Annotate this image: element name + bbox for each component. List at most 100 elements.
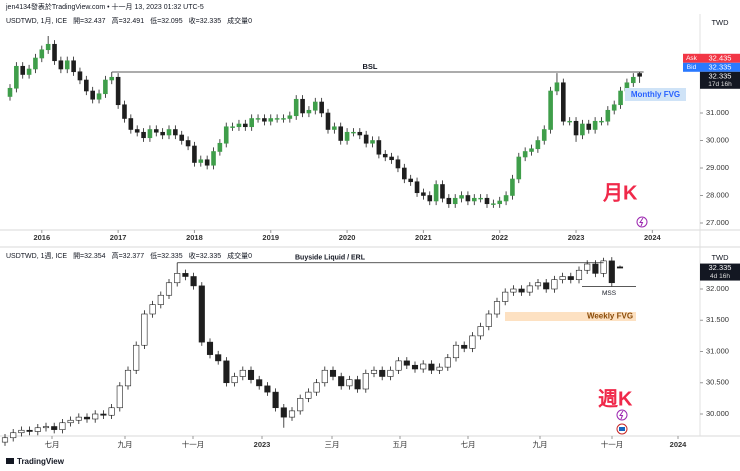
candle-body bbox=[52, 43, 57, 62]
legend-field-value: 32.437 bbox=[84, 18, 106, 25]
candle-body bbox=[561, 82, 566, 122]
candle-body bbox=[459, 195, 464, 199]
price-tag bbox=[700, 263, 740, 281]
candle-body bbox=[452, 197, 458, 205]
candle-body bbox=[637, 73, 642, 77]
candle-body bbox=[338, 126, 344, 141]
x-tick-label: 2020 bbox=[339, 233, 356, 242]
candle-body bbox=[332, 126, 337, 130]
candle-body bbox=[243, 123, 248, 128]
candle-body bbox=[18, 429, 25, 434]
currency-label: TWD bbox=[711, 18, 729, 27]
candle-body bbox=[420, 363, 427, 370]
candle-body bbox=[247, 369, 255, 380]
fvg-label: Monthly FVG bbox=[631, 90, 680, 99]
candle-body bbox=[543, 282, 550, 290]
candle-body bbox=[319, 101, 324, 114]
candle-body bbox=[109, 76, 115, 81]
candle-body bbox=[329, 369, 337, 377]
candle-body bbox=[376, 140, 382, 155]
legend-field-value: 32.335 bbox=[200, 253, 222, 260]
candle-body bbox=[59, 422, 66, 430]
candle-body bbox=[268, 118, 274, 122]
candle-body bbox=[64, 60, 70, 70]
candle-body bbox=[198, 159, 204, 163]
candle-body bbox=[465, 195, 471, 202]
candle-body bbox=[395, 360, 402, 371]
x-tick-label: 2021 bbox=[415, 233, 432, 242]
candle-body bbox=[153, 129, 159, 133]
legend-field-label: 收= bbox=[189, 251, 200, 260]
candle-body bbox=[231, 376, 238, 384]
candle-body bbox=[618, 90, 623, 106]
price-tag-value: 32.335 bbox=[709, 263, 732, 272]
x-tick-label: 三月 bbox=[325, 440, 340, 449]
candle-body bbox=[230, 126, 235, 128]
y-tick-label: 31.500 bbox=[706, 315, 729, 324]
candle-body bbox=[485, 313, 492, 327]
candle-body bbox=[446, 197, 452, 205]
candle-body bbox=[600, 260, 607, 274]
candle-body bbox=[215, 354, 222, 362]
x-tick-label: 2022 bbox=[491, 233, 508, 242]
candle-body bbox=[491, 203, 496, 205]
candle-body bbox=[306, 109, 312, 114]
price-tag bbox=[700, 71, 740, 89]
x-tick-label: 九月 bbox=[118, 440, 133, 449]
candle-body bbox=[173, 129, 178, 136]
legend-field-value: 32.491 bbox=[123, 18, 145, 25]
candle-body bbox=[433, 184, 439, 202]
candle-body bbox=[262, 118, 267, 122]
legend-field-label: 低= bbox=[150, 251, 161, 260]
candle-body bbox=[346, 379, 353, 387]
candle-body bbox=[493, 301, 501, 315]
legend-volume-label: 成交量 bbox=[227, 251, 248, 260]
candle-body bbox=[157, 294, 164, 305]
candle-body bbox=[534, 282, 542, 287]
candle-body bbox=[305, 391, 312, 399]
event-icon-bolt bbox=[619, 410, 624, 420]
header-title: jen4134發表於TradingView.com • 十一月 13, 2023… bbox=[5, 2, 204, 11]
candle-body bbox=[103, 79, 108, 95]
candle-body bbox=[312, 101, 318, 111]
price-tag-value: 32.435 bbox=[709, 53, 732, 62]
candle-body bbox=[516, 156, 522, 180]
candle-body bbox=[14, 65, 19, 89]
candle-body bbox=[288, 410, 296, 418]
candle-body bbox=[122, 104, 127, 119]
candle-body bbox=[96, 93, 102, 100]
brand-name: TradingView bbox=[17, 457, 65, 466]
candle-body bbox=[421, 192, 426, 196]
candle-body bbox=[39, 49, 45, 59]
y-tick-label: 29.000 bbox=[706, 163, 729, 172]
candle-body bbox=[293, 98, 299, 117]
candle-body bbox=[10, 432, 17, 439]
legend-field-label: 開= bbox=[73, 17, 84, 25]
price-tag-label: Ask bbox=[686, 55, 698, 62]
legend-field-label: 開= bbox=[73, 252, 84, 260]
x-tick-label: 2024 bbox=[670, 440, 688, 449]
tf-label: 月K bbox=[602, 182, 638, 204]
x-tick-label: 2019 bbox=[262, 233, 279, 242]
y-tick-label: 31.000 bbox=[706, 346, 729, 355]
x-tick-label: 五月 bbox=[393, 440, 408, 449]
candle-body bbox=[427, 195, 433, 202]
x-tick-label: 2017 bbox=[110, 233, 127, 242]
candle-body bbox=[484, 197, 490, 205]
x-tick-label: 2016 bbox=[33, 233, 50, 242]
candle-body bbox=[165, 282, 173, 296]
legend-field-label: 收= bbox=[189, 16, 200, 25]
candle-body bbox=[478, 197, 483, 200]
candle-body bbox=[510, 178, 515, 196]
candle-body bbox=[26, 429, 33, 432]
legend-symbol: USDTWD, 1週, ICE bbox=[6, 251, 67, 260]
candle-body bbox=[198, 285, 205, 343]
candle-body bbox=[522, 151, 528, 158]
candle-body bbox=[408, 178, 413, 183]
candle-body bbox=[321, 369, 328, 384]
candle-body bbox=[45, 43, 51, 51]
candle-body bbox=[559, 276, 566, 280]
candle-body bbox=[452, 344, 460, 359]
candle-body bbox=[84, 79, 89, 92]
